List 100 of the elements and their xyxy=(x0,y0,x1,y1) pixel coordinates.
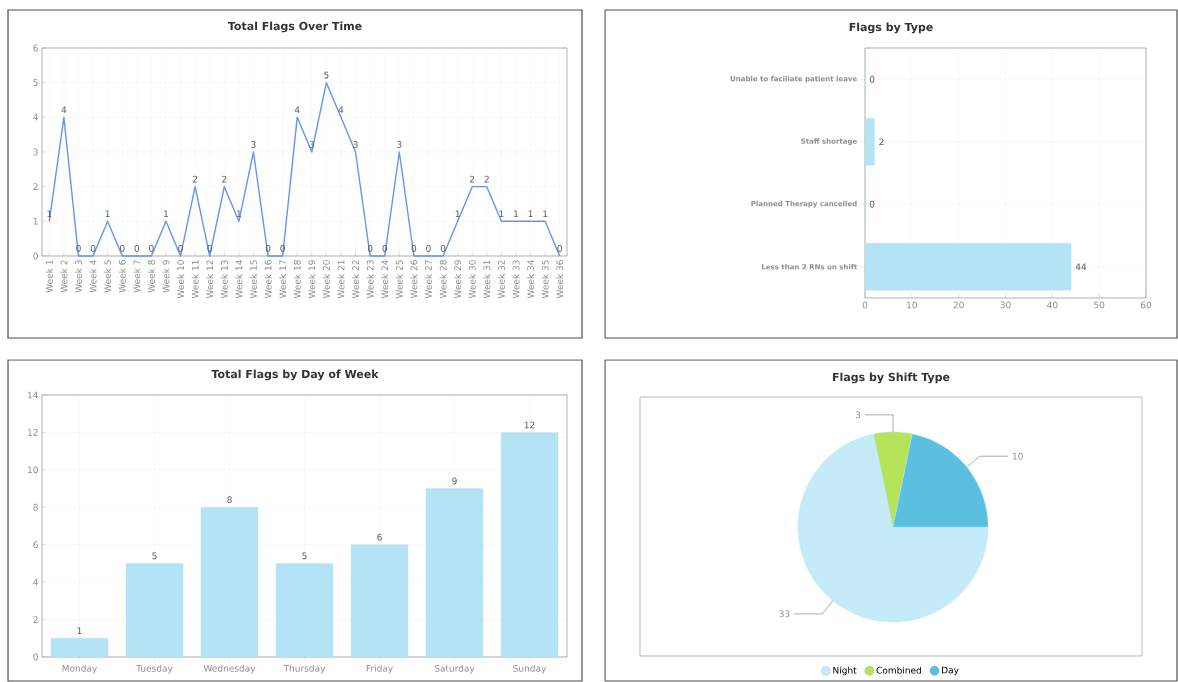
y-tick-label: 5 xyxy=(33,79,38,86)
y-tick-label: 14 xyxy=(28,391,38,399)
bar xyxy=(50,638,109,658)
data-label: 1 xyxy=(455,210,460,218)
data-label: 3 xyxy=(309,140,314,148)
data-label: 5 xyxy=(302,552,307,560)
x-tick-label: Week 5 xyxy=(104,260,112,293)
chart-title: Total Flags Over Time xyxy=(227,21,362,33)
y-tick-label: 12 xyxy=(28,429,38,436)
data-label: 8 xyxy=(227,496,232,504)
x-tick-label: Week 27 xyxy=(424,260,432,299)
data-label: 0 xyxy=(411,244,417,252)
bar xyxy=(425,488,484,658)
data-label: 44 xyxy=(1075,263,1087,271)
data-label: 0 xyxy=(426,244,431,252)
x-tick-label: Week 15 xyxy=(249,260,257,299)
x-tick-label: 0 xyxy=(862,301,868,309)
data-label: 5 xyxy=(324,71,329,79)
x-tick-label: Week 25 xyxy=(395,260,403,299)
chart-title: Flags by Type xyxy=(849,22,933,34)
x-tick-label: Week 22 xyxy=(352,260,360,299)
x-tick-label: Week 26 xyxy=(410,260,418,299)
data-label: 4 xyxy=(61,106,67,114)
data-label: 0 xyxy=(382,244,387,252)
data-label: 12 xyxy=(524,421,535,429)
data-label: 0 xyxy=(440,244,446,252)
x-tick-label: Week 2 xyxy=(60,260,68,293)
y-tick-label: 0 xyxy=(33,252,38,260)
data-label: 6 xyxy=(377,533,382,541)
x-tick-label: Week 24 xyxy=(381,260,389,299)
data-label: 0 xyxy=(280,244,285,252)
x-tick-label: Week 36 xyxy=(556,260,564,299)
data-label: 9 xyxy=(452,477,457,485)
data-label: 3 xyxy=(353,140,358,148)
data-label: 0 xyxy=(869,75,875,83)
x-tick-label: 10 xyxy=(907,301,917,309)
y-tick-label: 3 xyxy=(33,148,38,156)
bar xyxy=(864,118,875,166)
data-label: 2 xyxy=(484,175,489,183)
data-label: 1 xyxy=(237,210,241,218)
x-tick-label: 60 xyxy=(1140,301,1152,309)
data-label: 5 xyxy=(152,552,157,560)
y-tick-label: 0 xyxy=(33,653,38,661)
x-tick-label: Tuesday xyxy=(136,664,173,674)
y-tick-label: 4 xyxy=(33,114,38,121)
data-label: 3 xyxy=(251,140,256,148)
data-label: 1 xyxy=(543,210,548,218)
bar xyxy=(350,544,409,658)
x-tick-label: Week 30 xyxy=(468,260,476,299)
data-label: 2 xyxy=(192,175,198,183)
data-label: 33 xyxy=(779,610,790,618)
data-label: 4 xyxy=(294,106,300,114)
data-label: 0 xyxy=(557,244,562,252)
x-tick-label: Wednesday xyxy=(203,664,256,674)
legend-label: Day xyxy=(942,666,959,676)
bar xyxy=(125,563,184,658)
bar xyxy=(500,432,559,658)
data-label: 0 xyxy=(178,244,183,252)
x-tick-label: Monday xyxy=(62,664,98,674)
x-tick-label: Week 8 xyxy=(147,260,155,293)
x-tick-label: Week 1 xyxy=(45,260,53,293)
x-tick-label: Week 20 xyxy=(322,260,330,299)
y-tick-label: 6 xyxy=(33,44,38,52)
data-label: 10 xyxy=(1012,452,1023,460)
data-label: 2 xyxy=(222,175,227,183)
x-tick-label: 20 xyxy=(953,301,964,309)
data-label: 1 xyxy=(105,210,110,218)
legend-label: Combined xyxy=(876,666,921,674)
x-tick-label: Week 4 xyxy=(89,260,97,293)
x-tick-label: Week 34 xyxy=(527,260,535,299)
data-label: 1 xyxy=(164,210,168,218)
bar xyxy=(275,563,334,658)
data-label: 2 xyxy=(470,175,475,183)
x-tick-label: Week 29 xyxy=(454,260,462,299)
data-label: 1 xyxy=(47,210,52,218)
x-tick-label: Week 16 xyxy=(264,260,272,299)
y-tick-label: 4 xyxy=(33,578,38,586)
y-tick-label: 8 xyxy=(33,503,38,511)
data-label: 3 xyxy=(397,140,402,148)
data-label: 0 xyxy=(149,244,154,252)
y-tick-label: 10 xyxy=(28,466,38,474)
bar xyxy=(864,243,1072,291)
x-tick-label: 40 xyxy=(1047,301,1058,309)
data-label: 0 xyxy=(76,244,81,252)
data-label: 1 xyxy=(528,210,533,218)
data-label: 1 xyxy=(77,627,82,635)
x-tick-label: Week 35 xyxy=(541,260,549,299)
x-tick-label: Week 18 xyxy=(293,260,301,299)
legend-label: Night xyxy=(833,666,857,676)
chart-title: Flags by Shift Type xyxy=(833,372,950,384)
x-tick-label: Week 23 xyxy=(366,260,374,299)
data-label: 0 xyxy=(869,200,875,208)
data-label: 4 xyxy=(338,106,344,114)
data-label: 0 xyxy=(207,244,212,252)
y-tick-label: 1 xyxy=(33,218,38,225)
x-tick-label: Week 19 xyxy=(308,260,316,299)
y-tick-label: 2 xyxy=(33,183,38,190)
x-tick-label: Thursday xyxy=(283,664,326,674)
x-tick-label: Week 14 xyxy=(235,260,243,299)
data-label: 0 xyxy=(134,244,140,252)
